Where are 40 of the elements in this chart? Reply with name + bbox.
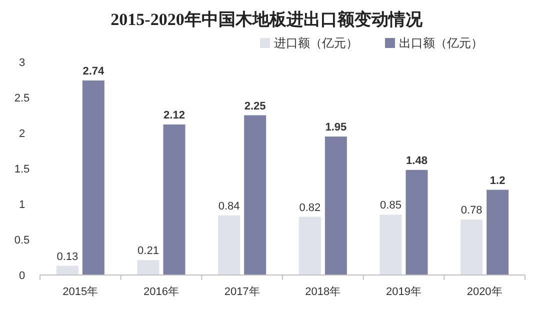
bar <box>218 215 240 275</box>
data-label: 0.21 <box>138 245 159 258</box>
bar <box>244 115 266 275</box>
x-tick-label: 2019年 <box>386 286 422 298</box>
bar <box>82 80 104 275</box>
chart-title: 2015-2020年中国木地板进出口额变动情况 <box>110 10 424 29</box>
bar <box>460 220 483 275</box>
y-tick-label: 1.5 <box>14 164 30 176</box>
y-tick-label: 2 <box>18 128 26 140</box>
data-label: 1.48 <box>406 154 428 167</box>
data-label: 0.78 <box>460 204 482 217</box>
bar <box>486 190 509 275</box>
data-label: 0.85 <box>380 200 402 212</box>
bar <box>163 124 186 275</box>
data-label: 2.74 <box>82 65 105 78</box>
x-tick-label: 2015年 <box>62 286 98 298</box>
legend-label: 进口额（亿元） <box>274 36 358 50</box>
data-label: 1.95 <box>325 122 347 134</box>
bar <box>137 260 160 275</box>
data-label: 0.13 <box>56 250 78 263</box>
bar <box>298 216 321 275</box>
data-label: 2.25 <box>244 100 266 112</box>
x-tick-label: 2016年 <box>144 286 179 298</box>
y-tick-label: 0.5 <box>14 234 30 246</box>
x-tick-label: 2018年 <box>305 286 341 298</box>
legend-label: 出口额（亿元） <box>399 36 483 50</box>
y-tick-label: 1 <box>18 199 26 211</box>
y-tick-label: 2.5 <box>14 92 30 104</box>
data-label: 0.82 <box>299 202 321 214</box>
x-tick-label: 2017年 <box>224 286 260 298</box>
y-tick-label: 0 <box>18 270 26 282</box>
bar <box>406 170 428 275</box>
bar <box>324 136 347 275</box>
data-label: 0.84 <box>218 200 240 212</box>
data-label: 1.2 <box>490 174 506 187</box>
data-label: 2.12 <box>164 109 185 122</box>
bar <box>56 266 78 275</box>
bar <box>380 214 402 275</box>
x-tick-label: 2020年 <box>466 286 502 298</box>
y-tick-label: 3 <box>18 57 26 69</box>
